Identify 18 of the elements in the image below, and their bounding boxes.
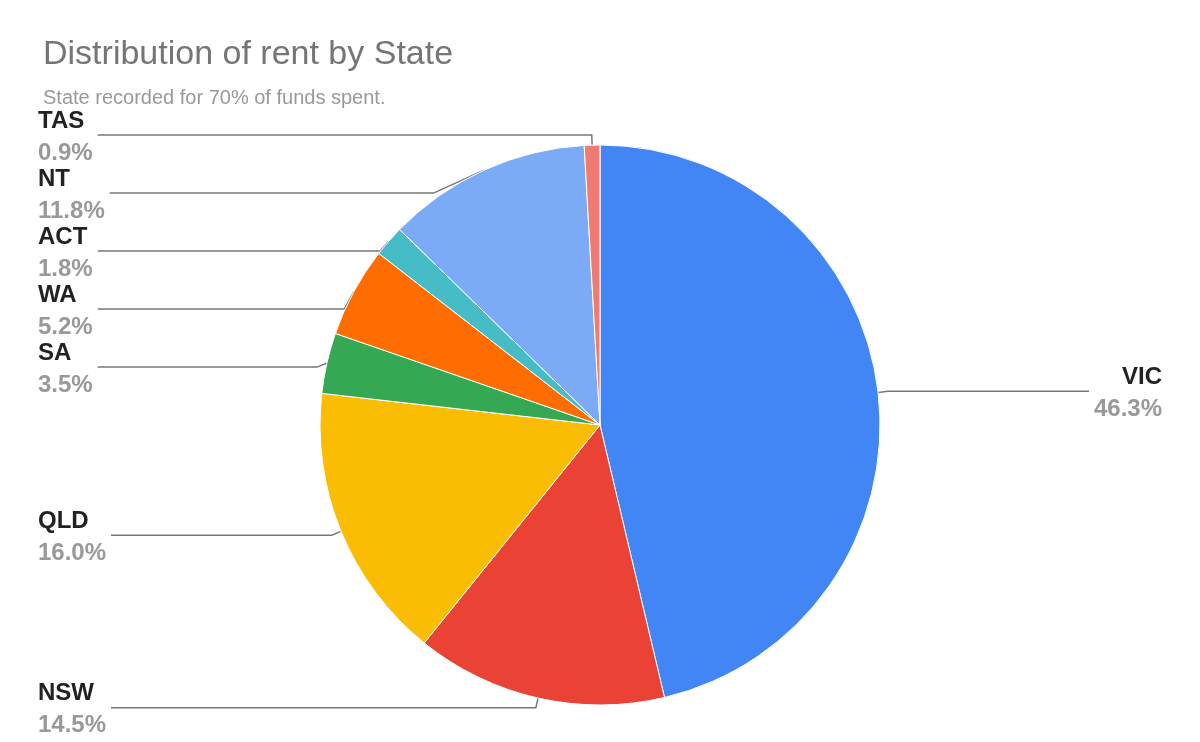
slice-label: NT [38,163,71,191]
data-label: 11.8% [38,195,105,223]
chart-subtitle: State recorded for 70% of funds spent. [43,86,386,108]
slice-label: QLD [38,505,89,533]
data-label: 46.3% [1093,393,1162,421]
slice-label: ACT [38,221,88,249]
chart-title: Distribution of rent by State [43,33,454,71]
slice-label: SA [38,337,72,365]
data-label: 5.2% [38,311,93,339]
slice-label: TAS [38,105,85,133]
slice-label: VIC [1121,361,1162,389]
slice-label: NSW [38,678,95,706]
data-label: 0.9% [38,137,93,165]
data-label: 14.5% [38,710,107,738]
data-label: 3.5% [38,369,93,397]
slice-label: WA [38,279,77,307]
data-label: 16.0% [38,537,107,565]
data-label: 1.8% [38,253,93,281]
